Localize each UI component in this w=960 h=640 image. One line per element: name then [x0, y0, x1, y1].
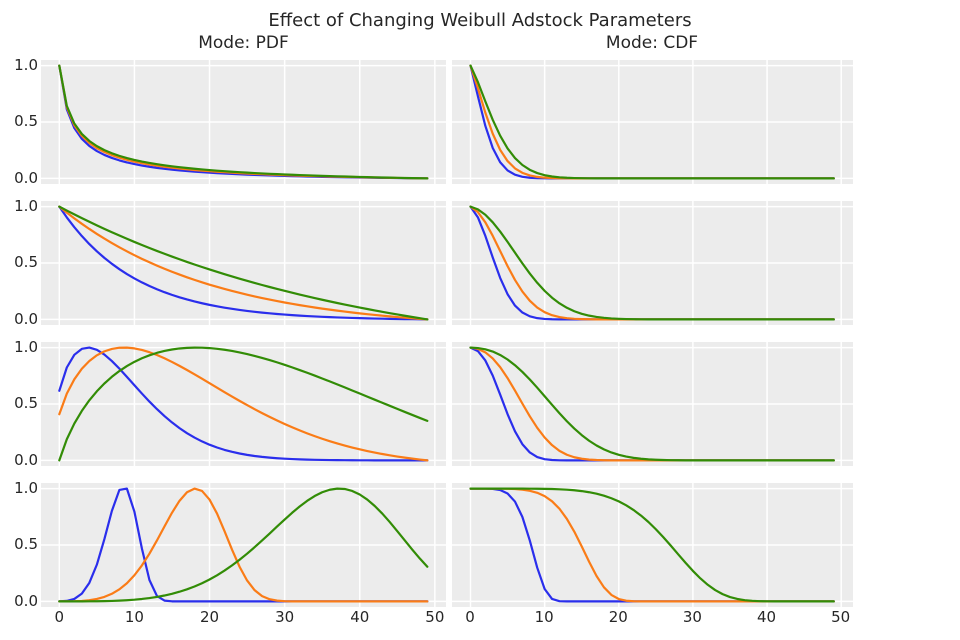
subplot-axes-pdf-shape-1.5 [41, 341, 446, 466]
subplot-axes-pdf-shape-1 [41, 200, 446, 325]
subplot-axes-cdf-shape-0.5 [451, 59, 853, 184]
curve-pdf-shape-1.5-scale-20 [58, 346, 429, 462]
subplot-axes-cdf-shape-5 [451, 482, 853, 607]
y-tick-label: 0.5 [14, 394, 38, 413]
x-tick-label: 0 [465, 608, 475, 626]
y-tick-label: 0.5 [14, 112, 38, 131]
x-tick-label: 50 [425, 608, 445, 626]
subplot-title-cdf: Mode: CDF [605, 33, 699, 53]
curve-pdf-shape-5-scale-40 [58, 487, 429, 603]
x-tick-label: 40 [350, 608, 370, 626]
figure-title: Effect of Changing Weibull Adstock Param… [268, 10, 692, 31]
subplot-axes-cdf-shape-1.5 [451, 341, 853, 466]
curve-pdf-shape-0.5-scale-40 [58, 64, 429, 180]
y-tick-label: 0.0 [14, 168, 38, 187]
x-tick-label: 0 [54, 608, 65, 626]
curve-pdf-shape-5-scale-20 [58, 487, 429, 603]
curve-cdf-shape-1.5-scale-40 [468, 346, 835, 462]
curve-pdf-shape-1-scale-40 [58, 205, 429, 321]
x-tick-label: 30 [275, 608, 295, 626]
x-tick-label: 20 [608, 608, 628, 626]
curve-pdf-shape-1.5-scale-40 [58, 346, 429, 462]
subplot-axes-pdf-shape-0.5 [41, 59, 446, 184]
subplot-axes-cdf-shape-1 [451, 200, 853, 325]
x-tick-label: 10 [124, 608, 144, 626]
y-tick-label: 0.5 [14, 253, 38, 272]
x-tick-label: 10 [534, 608, 554, 626]
curve-cdf-shape-5-scale-40 [468, 487, 835, 603]
subplot-title-pdf: Mode: PDF [198, 33, 289, 53]
y-tick-label: 0.0 [14, 591, 38, 610]
y-tick-label: 0.0 [14, 309, 38, 328]
y-tick-label: 1.0 [14, 55, 38, 74]
x-tick-label: 20 [199, 608, 220, 626]
y-tick-label: 1.0 [14, 337, 38, 356]
y-tick-label: 1.0 [14, 196, 38, 215]
y-tick-label: 0.0 [14, 450, 38, 469]
x-tick-label: 30 [682, 608, 702, 626]
curve-cdf-shape-1-scale-40 [468, 205, 835, 321]
x-tick-label: 50 [831, 608, 851, 626]
subplot-axes-pdf-shape-5 [41, 482, 446, 607]
curve-pdf-shape-1-scale-20 [58, 205, 429, 321]
y-tick-label: 1.0 [14, 478, 38, 497]
y-tick-label: 0.5 [14, 535, 38, 554]
x-tick-label: 40 [757, 608, 777, 626]
curve-pdf-shape-1-scale-10 [58, 205, 429, 321]
curve-cdf-shape-0.5-scale-40 [468, 64, 835, 180]
